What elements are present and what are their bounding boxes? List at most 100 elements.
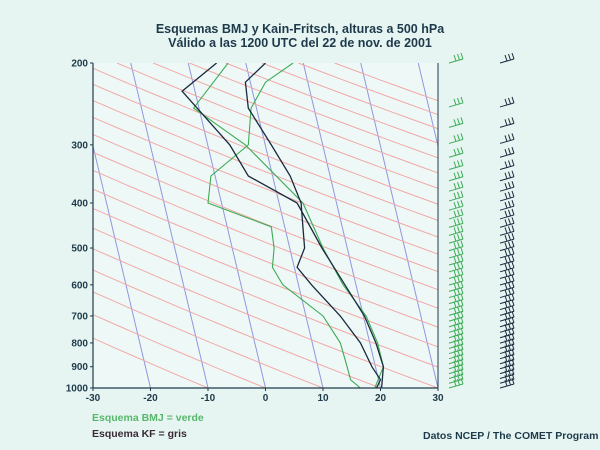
wind-barb xyxy=(448,117,464,128)
x-tick-label: -10 xyxy=(201,393,216,404)
wind-barb xyxy=(448,293,464,305)
wind-barb xyxy=(499,322,515,333)
wind-barb xyxy=(448,181,464,192)
adiabat-line xyxy=(225,63,438,144)
wind-barb xyxy=(448,240,464,252)
wind-barb xyxy=(448,217,464,228)
wind-barb xyxy=(499,147,515,158)
wind-barb xyxy=(499,316,515,328)
legend-bmj: Esquema BMJ = verde xyxy=(92,412,204,424)
y-tick-label: 600 xyxy=(71,280,88,291)
adiabat-line xyxy=(93,188,438,328)
x-tick-label: 0 xyxy=(263,393,269,404)
wind-barb xyxy=(499,343,515,355)
wind-barb xyxy=(448,190,464,202)
y-tick-label: 1000 xyxy=(66,384,89,395)
wind-barb xyxy=(499,133,515,144)
title-line-1: Esquemas BMJ y Kain-Fritsch, alturas a 5… xyxy=(155,22,445,36)
wind-barb xyxy=(448,247,464,259)
wind-barb xyxy=(448,327,464,339)
wind-barbs xyxy=(448,52,515,389)
isotherm-line xyxy=(302,63,381,388)
adiabat-line xyxy=(116,63,438,189)
wind-barb xyxy=(499,159,515,171)
chart-title: Esquemas BMJ y Kain-Fritsch, alturas a 5… xyxy=(0,22,600,50)
wind-barb xyxy=(499,96,515,108)
wind-barb xyxy=(499,327,515,339)
wind-barb xyxy=(499,225,515,236)
plot-background xyxy=(93,63,438,388)
wind-barb xyxy=(499,117,515,128)
wind-barb xyxy=(499,377,515,389)
adiabat-line xyxy=(93,291,324,388)
wind-barb xyxy=(448,343,464,355)
adiabat-line xyxy=(93,269,381,388)
wind-barb xyxy=(499,170,515,182)
wind-barb xyxy=(448,225,464,236)
wind-barb xyxy=(448,170,464,182)
wind-barb xyxy=(499,353,515,365)
wind-barb xyxy=(499,261,515,273)
data-credit: Datos NCEP / The COMET Program xyxy=(423,430,599,442)
adiabat-line xyxy=(93,207,438,348)
y-tick-label: 700 xyxy=(71,311,88,322)
wind-barb xyxy=(448,348,464,360)
wind-barb xyxy=(499,233,515,244)
adiabat-line xyxy=(189,63,438,159)
wind-barb xyxy=(448,377,464,389)
wind-barb xyxy=(448,316,464,328)
adiabat-line xyxy=(93,83,438,221)
adiabat-line xyxy=(93,169,438,309)
isotherm-line xyxy=(360,63,438,388)
wind-barb xyxy=(499,338,515,349)
wind-barb xyxy=(499,287,515,299)
x-tick-label: -30 xyxy=(86,393,101,404)
wind-barb xyxy=(499,247,515,259)
wind-barb xyxy=(448,373,464,384)
wind-barb xyxy=(499,310,515,322)
x-tick-label: 10 xyxy=(317,393,329,404)
wind-barb xyxy=(499,293,515,305)
wind-barb xyxy=(499,217,515,228)
wind-barb xyxy=(448,353,464,365)
series-lines xyxy=(181,63,385,388)
isotherm-line xyxy=(187,63,266,388)
wind-barb xyxy=(448,159,464,171)
wind-barb xyxy=(448,200,464,211)
adiabat-line xyxy=(93,67,438,205)
wind-barb xyxy=(448,358,464,370)
y-tick-label: 900 xyxy=(71,362,88,373)
wind-barb xyxy=(499,190,515,202)
adiabat-line xyxy=(93,133,438,273)
adiabat-line xyxy=(261,63,438,130)
axes: 200 300 400 500 600 700 800 900 1000-30 -20 -10 0 10… xyxy=(66,59,444,405)
wind-barb xyxy=(448,310,464,322)
wind-barb xyxy=(448,338,464,349)
wind-barb xyxy=(499,363,515,375)
wind-barb xyxy=(499,299,515,311)
wind-barb xyxy=(499,181,515,192)
wind-barb xyxy=(448,305,464,316)
adiabat-line xyxy=(93,100,438,238)
adiabat-line xyxy=(93,116,438,255)
wind-barb xyxy=(448,233,464,244)
wind-barb xyxy=(448,368,464,379)
title-line-2: Válido a las 1200 UTC del 22 de nov. de … xyxy=(168,36,432,50)
wind-barb xyxy=(499,208,515,220)
wind-barb xyxy=(499,332,515,344)
x-tick-label: 30 xyxy=(432,393,444,404)
wind-barb xyxy=(448,133,464,144)
wind-barb xyxy=(448,147,464,158)
wind-barb xyxy=(499,52,515,64)
series-bmj-temperature xyxy=(207,63,361,388)
isotherm-line xyxy=(417,63,438,149)
wind-barb xyxy=(499,373,515,384)
y-tick-label: 800 xyxy=(71,338,88,349)
series-kf-temperature xyxy=(244,63,382,388)
adiabat-line xyxy=(93,248,438,388)
wind-barb xyxy=(499,348,515,360)
wind-barb xyxy=(448,322,464,333)
wind-barb xyxy=(448,261,464,273)
wind-barb xyxy=(499,305,515,316)
